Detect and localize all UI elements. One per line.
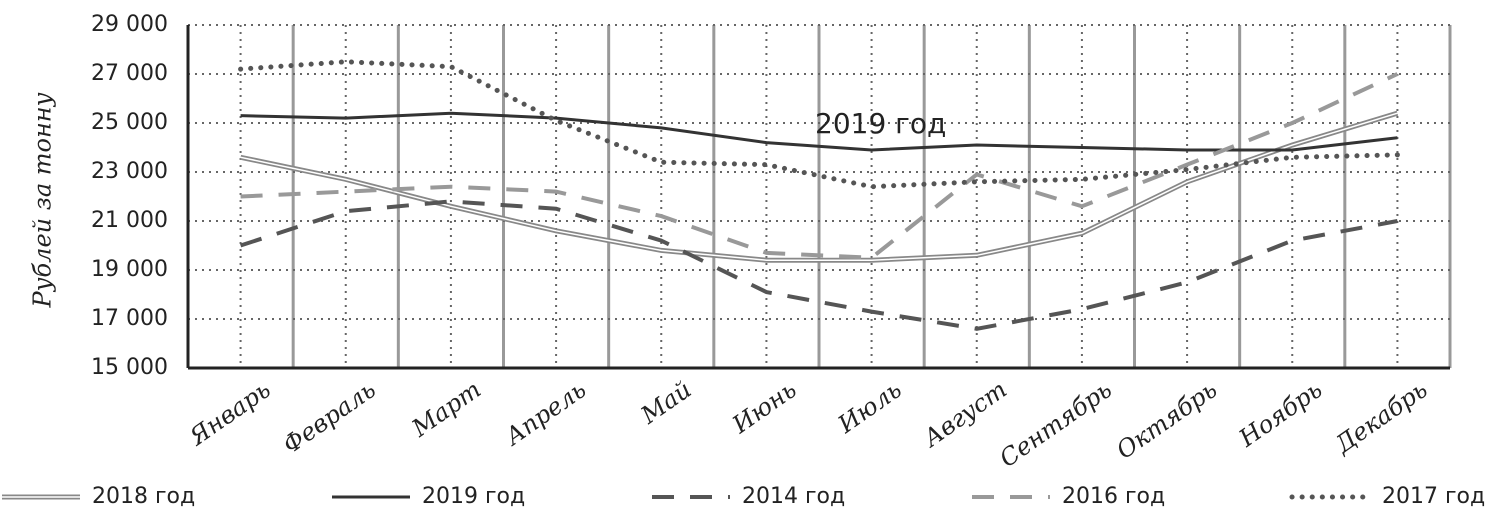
y-tick-label: 25 000 <box>91 110 168 135</box>
x-tick-label: Август <box>917 375 1012 453</box>
legend-label: 2018 год <box>92 484 195 509</box>
legend-label: 2017 год <box>1382 484 1485 509</box>
y-tick-label: 29 000 <box>91 12 168 37</box>
x-tick-label: Сентябрь <box>994 375 1117 473</box>
y-tick-label: 23 000 <box>91 159 168 184</box>
x-tick-label: Июль <box>832 375 907 439</box>
x-tick-label: Февраль <box>278 375 381 459</box>
x-tick-label: Май <box>635 375 696 430</box>
annotation: 2019 год <box>815 107 946 140</box>
x-tick-label: Октябрь <box>1111 375 1222 464</box>
y-tick-label: 21 000 <box>91 208 168 233</box>
y-axis-label: Рублей за тонну <box>29 92 57 308</box>
legend-label: 2019 год <box>422 484 525 509</box>
legend-label: 2016 год <box>1062 484 1165 509</box>
x-tick-label: Июнь <box>727 375 802 439</box>
x-tick-label: Декабрь <box>1329 375 1432 459</box>
y-tick-label: 17 000 <box>91 306 168 331</box>
y-tick-label: 27 000 <box>91 61 168 86</box>
y-tick-label: 19 000 <box>91 257 168 282</box>
chart: Рублей за тонну 15 000 17 000 19 000 21 000… <box>0 0 1504 514</box>
x-tick-label: Апрель <box>499 375 592 452</box>
x-tick-label: Январь <box>184 375 276 451</box>
legend-label: 2014 год <box>742 484 845 509</box>
x-tick-label: Ноябрь <box>1233 375 1327 453</box>
x-tick-label: Март <box>406 375 486 443</box>
y-tick-label: 15 000 <box>91 355 168 380</box>
